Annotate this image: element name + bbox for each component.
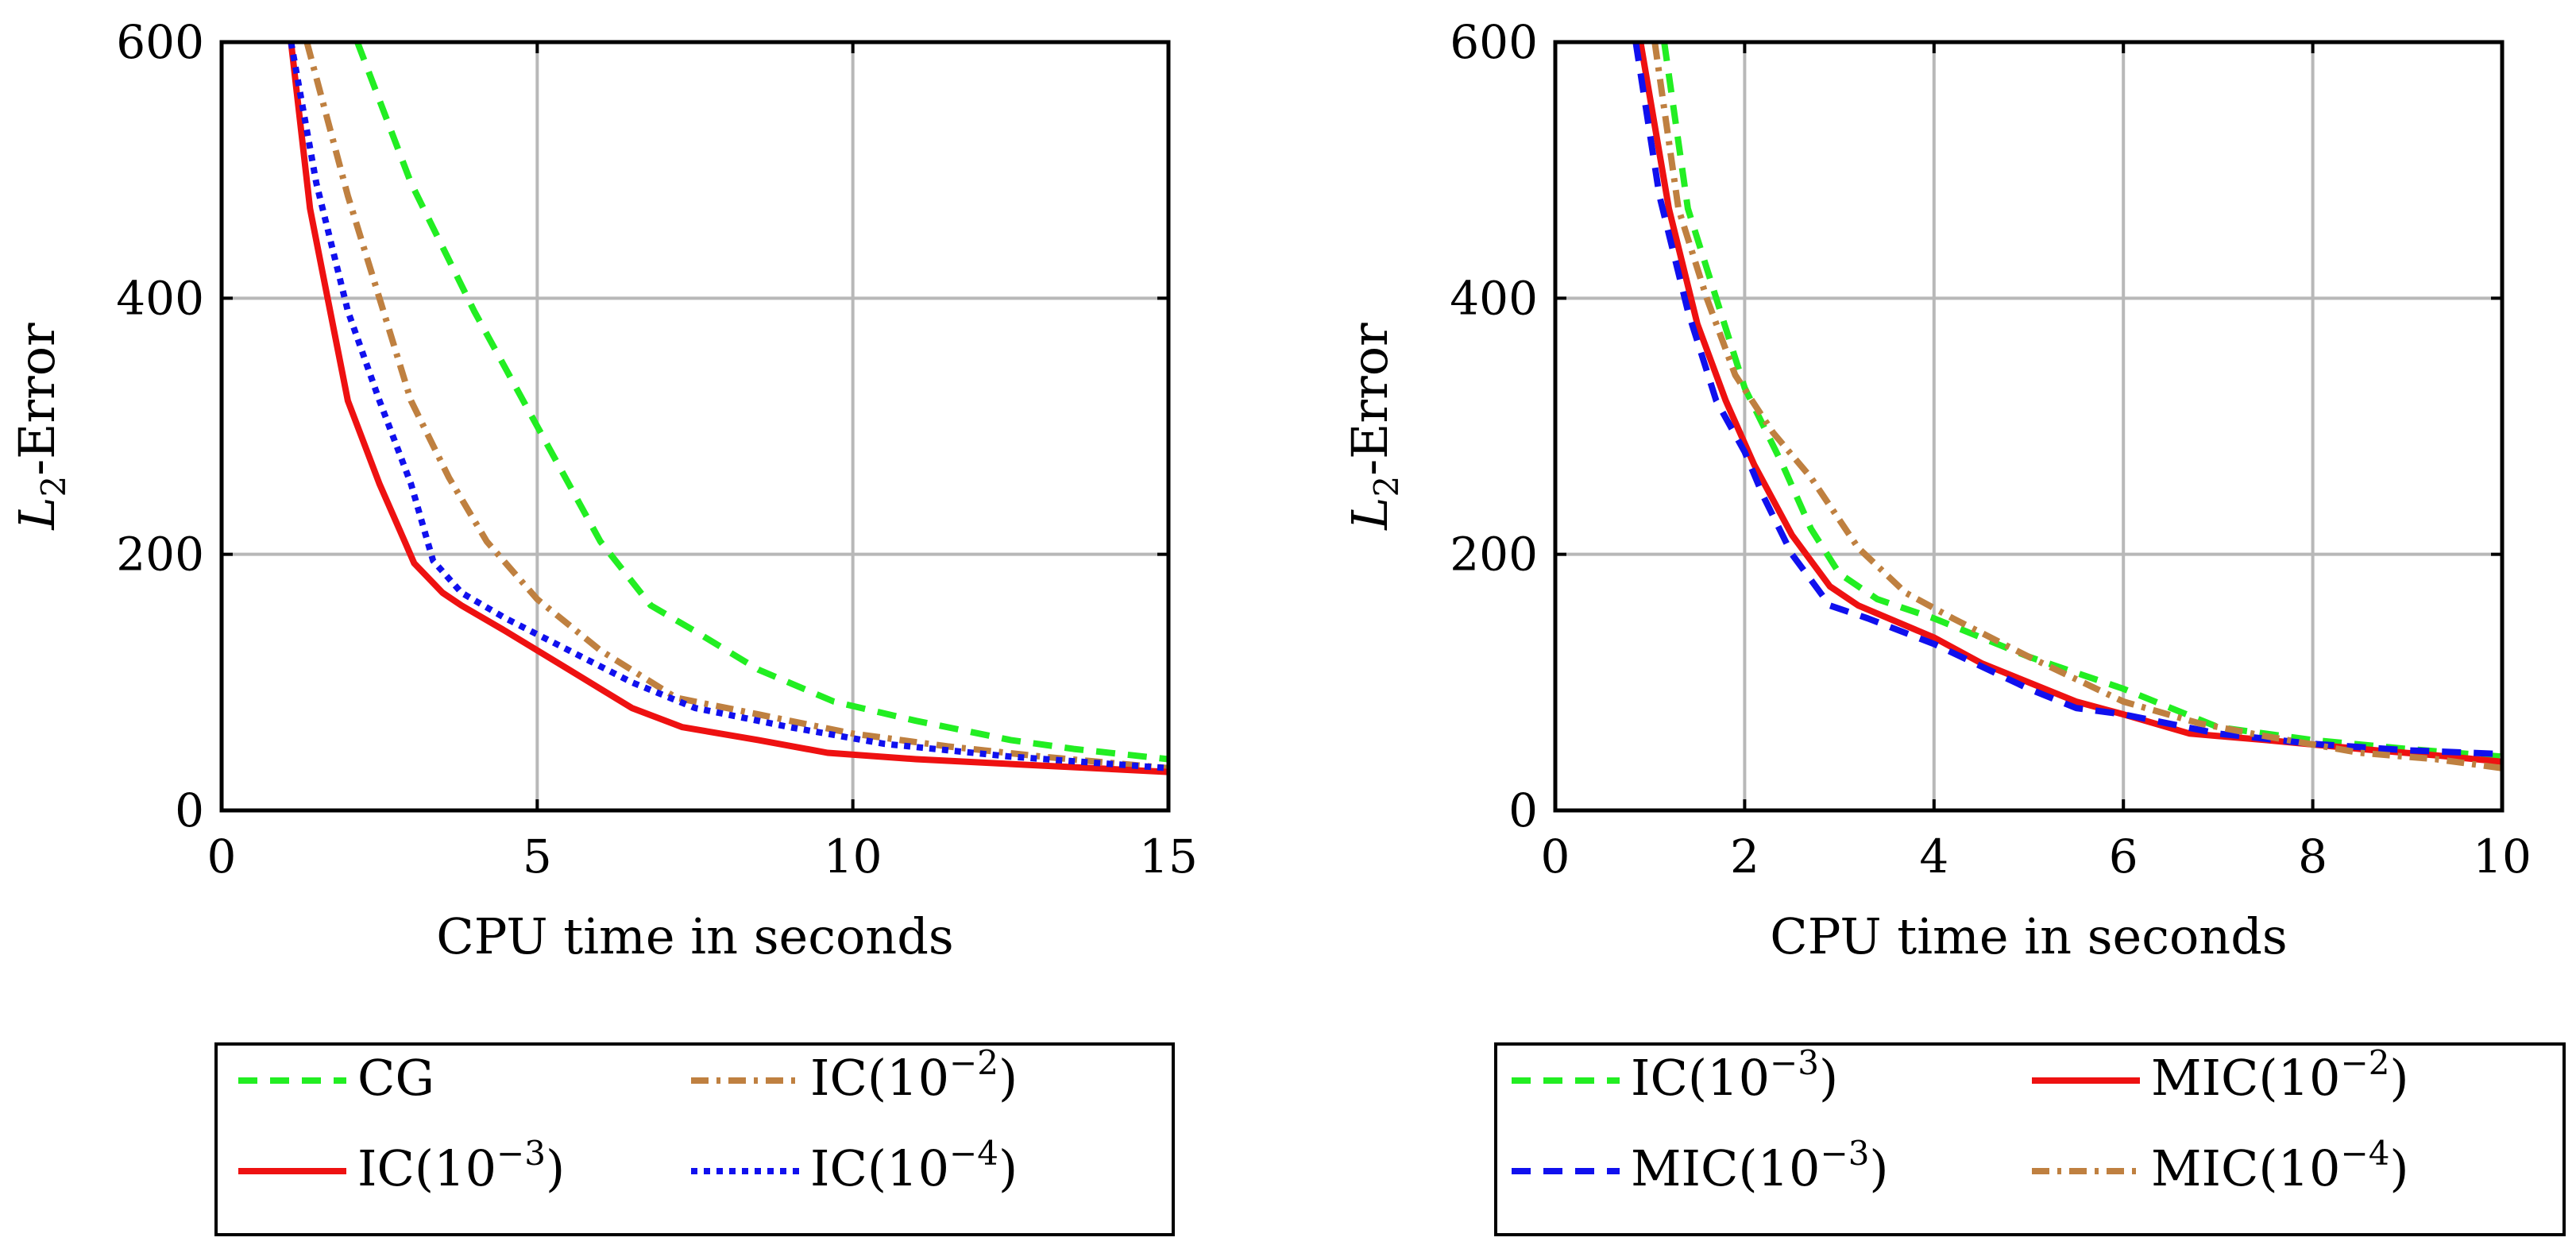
x-tick-label: 2 bbox=[1730, 829, 1759, 884]
legend-label-exponent: −3 bbox=[1770, 1043, 1819, 1082]
series-line-ic-10-3- bbox=[288, 42, 1168, 775]
legend-label-suffix: ) bbox=[998, 1139, 1018, 1197]
y-tick-label: 0 bbox=[175, 783, 204, 837]
legend-box bbox=[1494, 1042, 2566, 1236]
legend-label-base: MIC(10 bbox=[2151, 1139, 2341, 1197]
legend-label-exponent: −2 bbox=[949, 1043, 998, 1082]
plot-frame bbox=[1553, 40, 2505, 813]
series-group bbox=[288, 42, 1168, 775]
legend-label-exponent: −4 bbox=[2341, 1134, 2390, 1173]
y-axis-label-rest: -Error bbox=[1341, 323, 1399, 476]
legend-label-exponent: −3 bbox=[1821, 1134, 1870, 1173]
series-line-ic-10-2- bbox=[303, 42, 1168, 771]
legend-label-suffix: ) bbox=[1869, 1139, 1888, 1197]
legend-entry: IC(10−4) bbox=[691, 1134, 1018, 1197]
legend-label-exponent: −3 bbox=[496, 1134, 546, 1173]
y-tick-label: 400 bbox=[116, 271, 204, 325]
y-tick-label: 200 bbox=[116, 528, 204, 582]
legend-label: MIC(10−2) bbox=[2151, 1043, 2409, 1107]
y-axis-label-sub: 2 bbox=[34, 476, 73, 497]
legend-entry: IC(10−3) bbox=[1512, 1043, 1838, 1107]
y-axis-label-rest: -Error bbox=[8, 323, 66, 476]
y-tick-label: 0 bbox=[1508, 783, 1538, 837]
y-axis-label-main: L bbox=[1341, 497, 1399, 531]
x-axis-label: CPU time in seconds bbox=[1770, 907, 2287, 965]
legend-label: IC(10−4) bbox=[810, 1134, 1018, 1197]
legend: IC(10−3) MIC(10−2)MIC(10−3) MIC(10−4) bbox=[1494, 1042, 2566, 1236]
x-tick-label: 10 bbox=[824, 829, 882, 884]
chart-1: 0 5 10 15 0 200 400 600 CPU time in seconds L2-Er… bbox=[8, 15, 1198, 1236]
x-axis-label: CPU time in seconds bbox=[436, 907, 953, 965]
y-axis-label-main: L bbox=[8, 497, 66, 531]
legend-label-suffix: ) bbox=[2389, 1139, 2408, 1197]
series-group bbox=[1632, 42, 2502, 771]
x-tick-label: 10 bbox=[2473, 829, 2532, 884]
series-line-mic-10-4- bbox=[1651, 42, 2502, 771]
y-axis-label: L2-Error bbox=[8, 323, 73, 531]
legend: CG IC(10−2)IC(10−3) IC(10−4) bbox=[214, 1042, 1175, 1236]
legend-label: IC(10−2) bbox=[810, 1043, 1018, 1107]
legend-box bbox=[214, 1042, 1175, 1236]
x-tick-label: 6 bbox=[2109, 829, 2138, 884]
legend-label: IC(10−3) bbox=[1631, 1043, 1838, 1107]
legend-label-base: IC(10 bbox=[810, 1139, 949, 1197]
legend-entry: IC(10−2) bbox=[691, 1043, 1018, 1107]
series-line-cg bbox=[354, 42, 1168, 763]
plot-frame bbox=[219, 40, 1171, 813]
y-tick-label: 200 bbox=[1450, 528, 1538, 582]
y-tick-label: 400 bbox=[1450, 271, 1538, 325]
legend-label-suffix: ) bbox=[1819, 1049, 1838, 1107]
legend-entry: MIC(10−2) bbox=[2032, 1043, 2409, 1107]
legend-label: CG bbox=[357, 1049, 434, 1107]
legend-label-base: CG bbox=[357, 1049, 434, 1107]
legend-label-suffix: ) bbox=[546, 1139, 565, 1197]
x-tick-label: 4 bbox=[1919, 829, 1948, 884]
y-axis-label: L2-Error bbox=[1341, 323, 1406, 531]
y-axis-label-sub: 2 bbox=[1367, 476, 1406, 497]
x-tick-label: 15 bbox=[1139, 829, 1198, 884]
y-tick-label: 600 bbox=[1450, 15, 1538, 69]
legend-label-base: MIC(10 bbox=[1631, 1139, 1821, 1197]
legend-label: IC(10−3) bbox=[357, 1134, 565, 1197]
x-tick-label: 8 bbox=[2298, 829, 2327, 884]
legend-label-suffix: ) bbox=[998, 1049, 1018, 1107]
legend-label-exponent: −4 bbox=[949, 1134, 998, 1173]
series-line-mic-10-2- bbox=[1637, 42, 2502, 765]
x-tick-label: 5 bbox=[523, 829, 552, 884]
legend-label-base: IC(10 bbox=[810, 1049, 949, 1107]
legend-entry: IC(10−3) bbox=[238, 1134, 565, 1197]
legend-label: MIC(10−3) bbox=[1631, 1134, 1889, 1197]
legend-entry: MIC(10−4) bbox=[2032, 1134, 2409, 1197]
legend-label-base: IC(10 bbox=[1631, 1049, 1770, 1107]
series-line-mic-10-3- bbox=[1632, 42, 2502, 758]
y-tick-label: 600 bbox=[116, 15, 204, 69]
legend-label-base: MIC(10 bbox=[2151, 1049, 2341, 1107]
legend-label: MIC(10−4) bbox=[2151, 1134, 2409, 1197]
legend-entry: CG bbox=[238, 1049, 434, 1107]
legend-label-exponent: −2 bbox=[2341, 1043, 2390, 1082]
series-line-ic-10-3- bbox=[1661, 42, 2502, 760]
x-tick-label: 0 bbox=[207, 829, 237, 884]
legend-label-base: IC(10 bbox=[357, 1139, 496, 1197]
series-line-ic-10-4- bbox=[288, 42, 1168, 771]
legend-label-suffix: ) bbox=[2389, 1049, 2408, 1107]
legend-entry: MIC(10−3) bbox=[1512, 1134, 1889, 1197]
x-tick-label: 0 bbox=[1541, 829, 1570, 884]
